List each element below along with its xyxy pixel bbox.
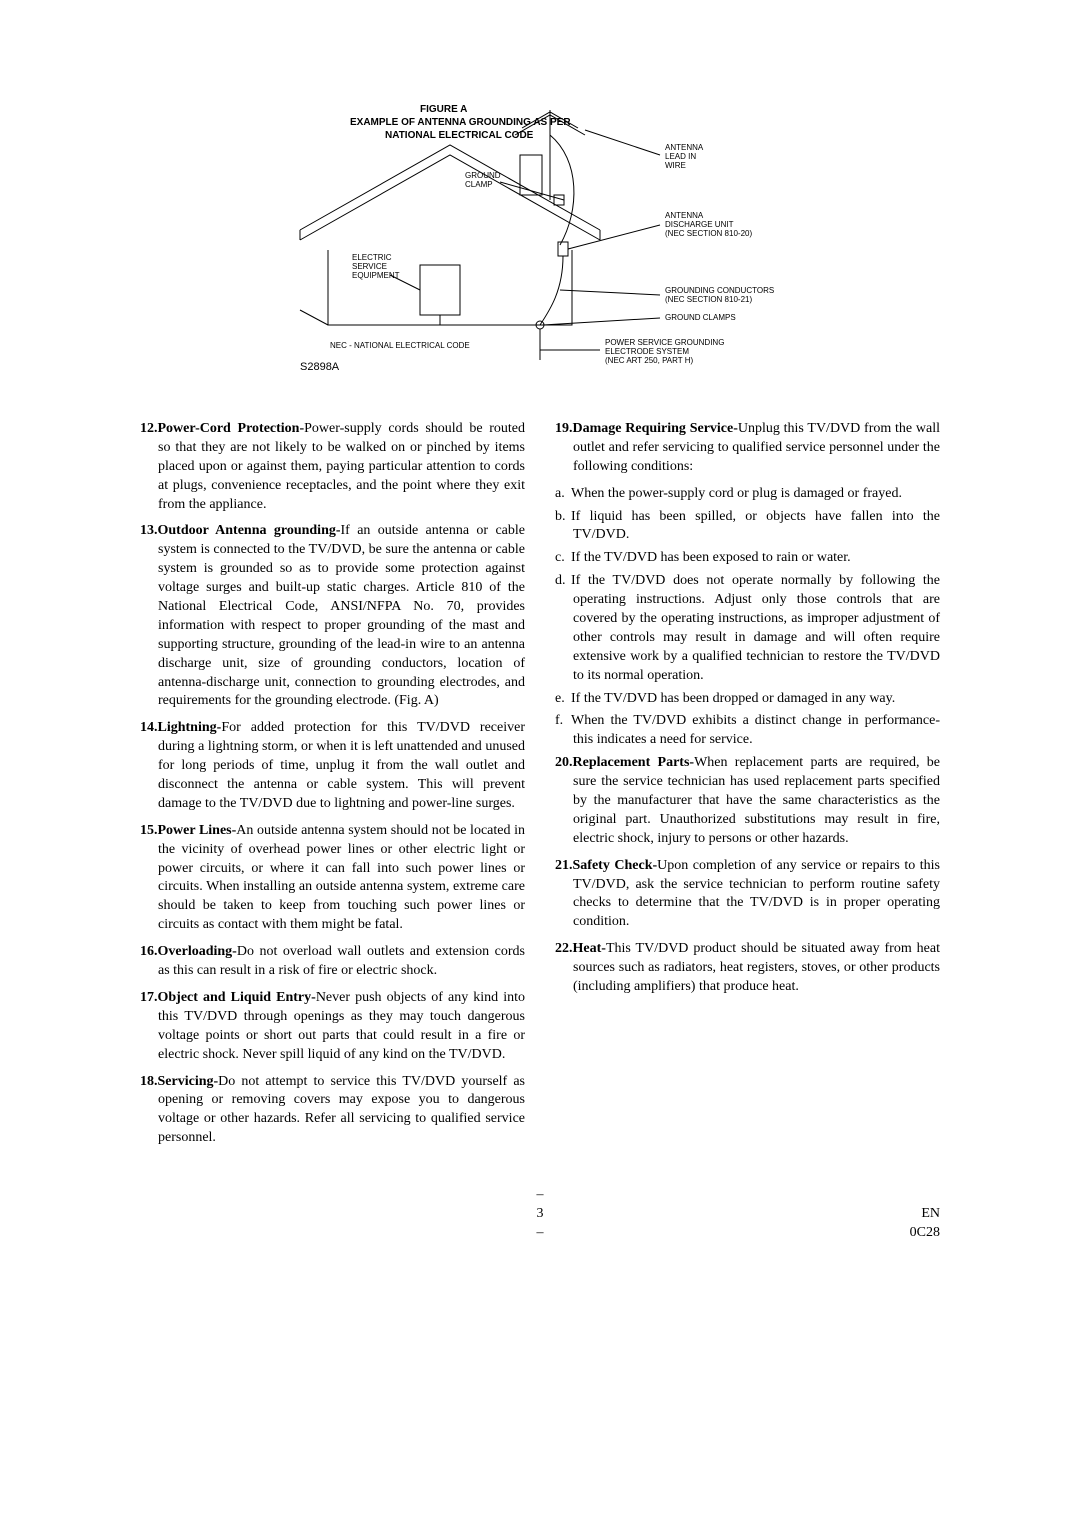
item-title: Overloading- xyxy=(158,944,237,959)
sub-text: If the TV/DVD has been exposed to rain o… xyxy=(571,550,851,565)
subitem-c: c.If the TV/DVD has been exposed to rain… xyxy=(555,549,940,568)
label-electric-2: SERVICE xyxy=(352,262,387,271)
label-nec: NEC - NATIONAL ELECTRICAL CODE xyxy=(330,341,470,350)
footer-en: EN xyxy=(921,1206,940,1221)
item-num: 14. xyxy=(140,720,158,735)
label-antenna-lead-1: ANTENNA xyxy=(665,143,704,152)
item-12: 12.Power-Cord Protection-Power-supply co… xyxy=(140,420,525,514)
subitem-a: a.When the power-supply cord or plug is … xyxy=(555,485,940,504)
item-title: Heat- xyxy=(573,941,606,956)
subitem-d: d.If the TV/DVD does not operate normall… xyxy=(555,572,940,685)
item-title: Power-Cord Protection- xyxy=(158,421,305,436)
fig-caption-3: NATIONAL ELECTRICAL CODE xyxy=(385,130,534,141)
sub-text: If the TV/DVD does not operate normally … xyxy=(571,573,940,682)
item-num: 21. xyxy=(555,858,573,873)
sub-text: If the TV/DVD has been dropped or damage… xyxy=(571,691,895,706)
item-title: Servicing- xyxy=(158,1074,219,1089)
right-column: 19.Damage Requiring Service-Unplug this … xyxy=(555,420,940,1156)
item-title: Safety Check- xyxy=(573,858,658,873)
sub-text: If liquid has been spilled, or objects h… xyxy=(571,509,940,543)
item-21: 21.Safety Check-Upon completion of any s… xyxy=(555,857,940,933)
subitem-b: b.If liquid has been spilled, or objects… xyxy=(555,508,940,546)
page-number: – 3 – xyxy=(537,1186,544,1243)
subitem-f: f.When the TV/DVD exhibits a distinct ch… xyxy=(555,712,940,750)
label-ground-clamps: GROUND CLAMPS xyxy=(665,313,736,322)
sub-text: When the TV/DVD exhibits a distinct chan… xyxy=(571,713,940,747)
label-power-3: (NEC ART 250, PART H) xyxy=(605,356,694,365)
antenna-grounding-diagram: FIGURE A EXAMPLE OF ANTENNA GROUNDING AS… xyxy=(240,100,840,380)
left-column: 12.Power-Cord Protection-Power-supply co… xyxy=(140,420,525,1156)
sub-letter: b. xyxy=(555,508,571,527)
label-ground-clamp-1: GROUND xyxy=(465,171,501,180)
item-num: 18. xyxy=(140,1074,158,1089)
sub-letter: c. xyxy=(555,549,571,568)
item-17: 17.Object and Liquid Entry-Never push ob… xyxy=(140,989,525,1065)
item-title: Damage Requiring Service- xyxy=(573,421,738,436)
item-14: 14.Lightning-For added protection for th… xyxy=(140,719,525,813)
subitem-e: e.If the TV/DVD has been dropped or dama… xyxy=(555,690,940,709)
item-num: 22. xyxy=(555,941,573,956)
label-electric-1: ELECTRIC xyxy=(352,253,392,262)
item-title: Power Lines- xyxy=(158,823,237,838)
item-19: 19.Damage Requiring Service-Unplug this … xyxy=(555,420,940,477)
label-s2898a: S2898A xyxy=(300,361,340,373)
sub-text: When the power-supply cord or plug is da… xyxy=(571,486,902,501)
label-conductors-2: (NEC SECTION 810-21) xyxy=(665,295,752,304)
item-num: 12. xyxy=(140,421,158,436)
item-text: An outside antenna system should not be … xyxy=(158,823,525,932)
item-15: 15.Power Lines-An outside antenna system… xyxy=(140,822,525,935)
item-text: If an outside antenna or cable system is… xyxy=(158,523,525,708)
item-title: Outdoor Antenna grounding- xyxy=(158,523,341,538)
item-num: 20. xyxy=(555,755,573,770)
label-power-2: ELECTRODE SYSTEM xyxy=(605,347,689,356)
footer-code: 0C28 xyxy=(910,1225,940,1240)
item-20: 20.Replacement Parts-When replacement pa… xyxy=(555,754,940,848)
fig-caption-1: FIGURE A xyxy=(420,104,467,115)
label-conductors-1: GROUNDING CONDUCTORS xyxy=(665,286,774,295)
sub-letter: f. xyxy=(555,712,571,731)
page-footer: – 3 – EN 0C28 xyxy=(140,1186,940,1243)
sub-letter: a. xyxy=(555,485,571,504)
label-discharge-3: (NEC SECTION 810-20) xyxy=(665,229,752,238)
item-num: 16. xyxy=(140,944,158,959)
label-discharge-2: DISCHARGE UNIT xyxy=(665,220,734,229)
item-16: 16.Overloading-Do not overload wall outl… xyxy=(140,943,525,981)
sub-letter: d. xyxy=(555,572,571,591)
label-discharge-1: ANTENNA xyxy=(665,211,704,220)
label-antenna-lead-3: WIRE xyxy=(665,161,686,170)
sub-letter: e. xyxy=(555,690,571,709)
item-22: 22.Heat-This TV/DVD product should be si… xyxy=(555,940,940,997)
label-power-1: POWER SERVICE GROUNDING xyxy=(605,338,724,347)
item-num: 17. xyxy=(140,990,158,1005)
content-columns: 12.Power-Cord Protection-Power-supply co… xyxy=(140,420,940,1156)
item-text: This TV/DVD product should be situated a… xyxy=(573,941,940,994)
label-antenna-lead-2: LEAD IN xyxy=(665,152,696,161)
item-num: 15. xyxy=(140,823,158,838)
figure-a: FIGURE A EXAMPLE OF ANTENNA GROUNDING AS… xyxy=(140,100,940,380)
item-title: Object and Liquid Entry- xyxy=(158,990,316,1005)
item-18: 18.Servicing-Do not attempt to service t… xyxy=(140,1073,525,1149)
item-title: Replacement Parts- xyxy=(573,755,695,770)
label-ground-clamp-2: CLAMP xyxy=(465,180,493,189)
item-13: 13.Outdoor Antenna grounding-If an outsi… xyxy=(140,522,525,711)
item-num: 19. xyxy=(555,421,573,436)
item-title: Lightning- xyxy=(158,720,222,735)
label-electric-3: EQUIPMENT xyxy=(352,271,400,280)
item-num: 13. xyxy=(140,523,158,538)
